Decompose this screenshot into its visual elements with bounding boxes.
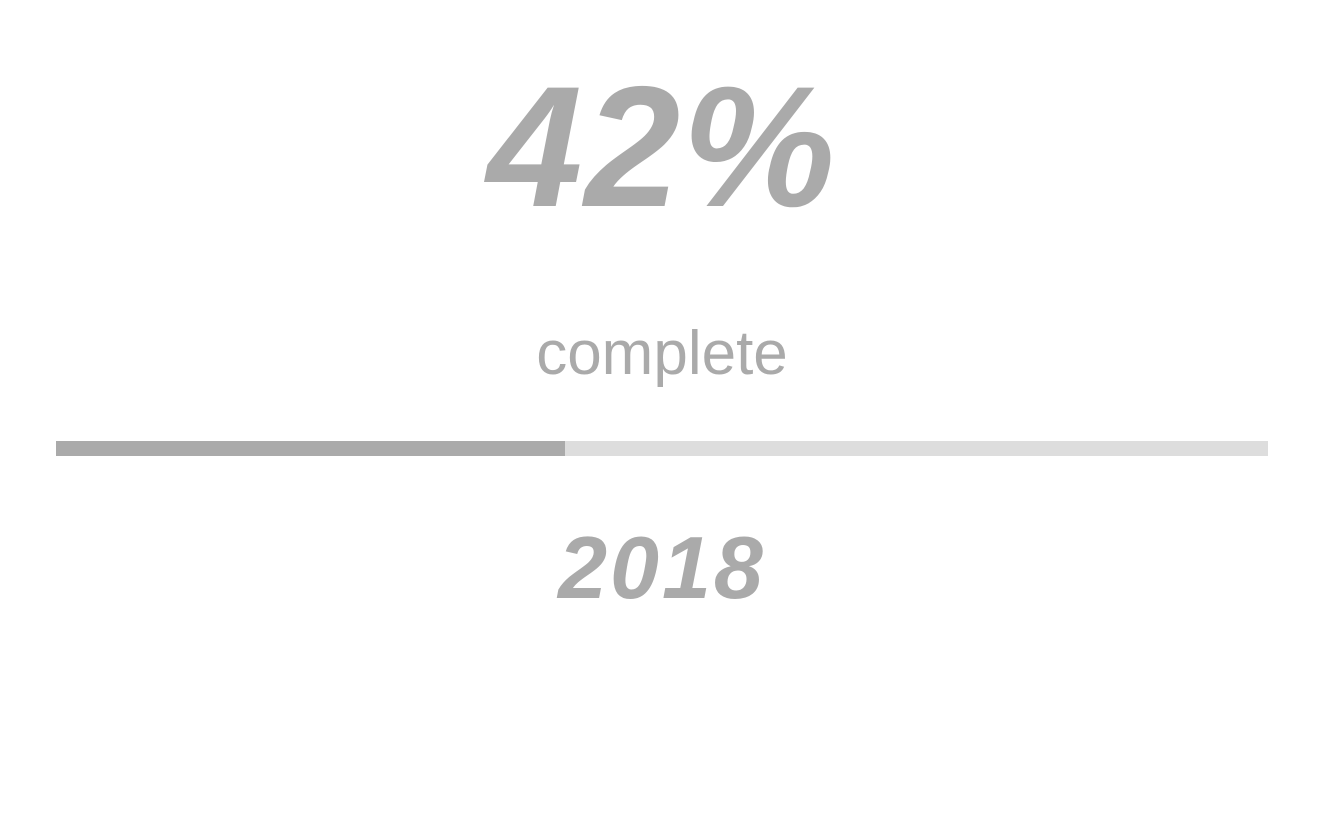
progress-percent: 42% xyxy=(486,51,838,243)
year-label: 2018 xyxy=(558,518,766,617)
progress-bar-fill xyxy=(56,441,566,456)
progress-bar xyxy=(56,441,1268,456)
progress-caption: complete xyxy=(536,319,788,388)
